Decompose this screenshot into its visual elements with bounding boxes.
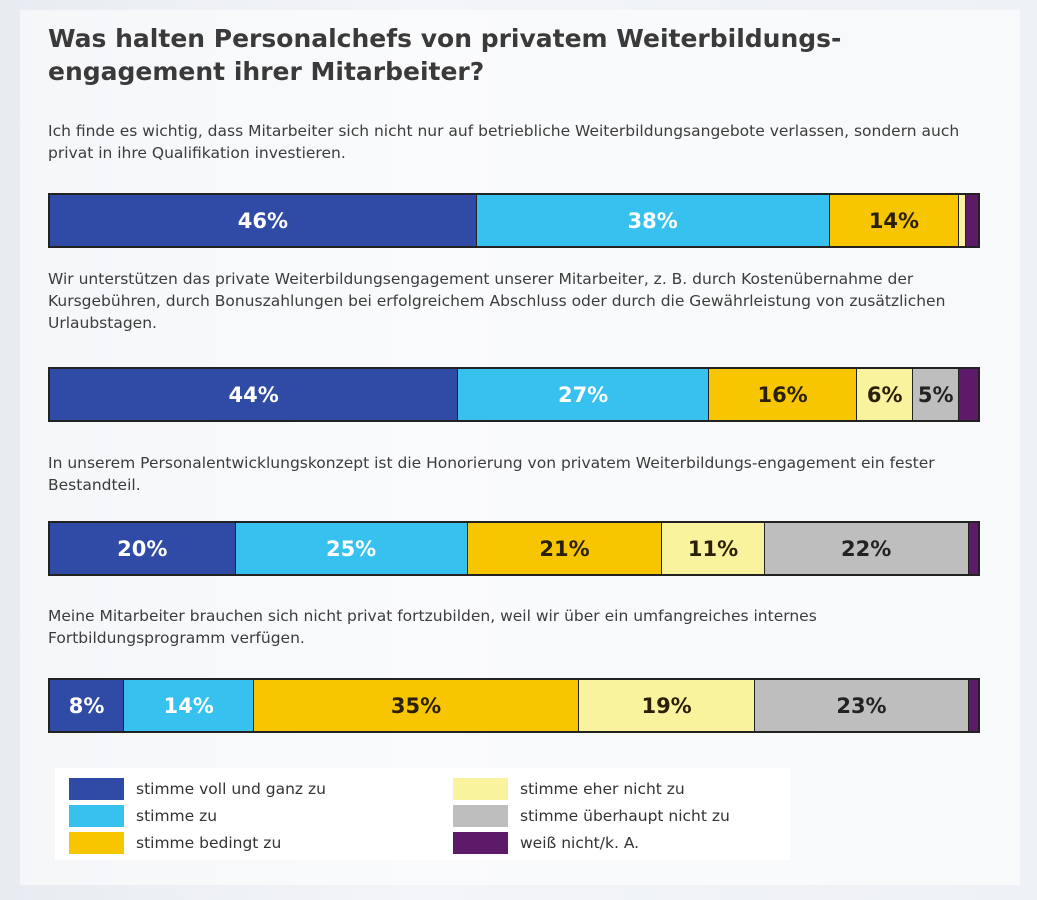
legend-swatch: [69, 832, 124, 854]
legend-swatch: [453, 805, 508, 827]
legend-item: stimme bedingt zu: [69, 832, 281, 854]
bar-segment: 11%: [662, 523, 765, 574]
chart-panel: [20, 10, 1020, 885]
bar-segment: 6%: [857, 369, 913, 420]
data-label: 22%: [840, 536, 892, 561]
bar-segment: [959, 369, 978, 420]
data-label: 25%: [325, 536, 377, 561]
bar-segment: 16%: [708, 369, 858, 420]
bar-segment: 8%: [50, 680, 125, 731]
legend-swatch: [69, 778, 124, 800]
chart-title: Was halten Personalchefs von privatem We…: [48, 24, 842, 86]
stacked-bar: 20% 25% 21% 11% 22%: [48, 521, 980, 576]
data-label: 35%: [390, 693, 442, 718]
data-label: 8%: [68, 693, 105, 718]
data-label: 20%: [117, 536, 168, 561]
data-label: 14%: [163, 693, 214, 718]
legend-label: weiß nicht/k. A.: [520, 834, 640, 852]
legend-swatch: [453, 778, 508, 800]
data-label: 23%: [836, 693, 887, 718]
data-label: 44%: [228, 382, 279, 407]
bar-segment: [965, 195, 978, 246]
stacked-bar: 8% 14% 35% 19% 23%: [48, 678, 980, 733]
data-label: 16%: [757, 382, 808, 407]
data-label: 21%: [539, 536, 590, 561]
legend-label: stimme überhaupt nicht zu: [520, 807, 730, 825]
question-label: In unserem Personalentwicklungskonzept i…: [48, 454, 935, 494]
bar-segment: 23%: [755, 680, 969, 731]
bar-segment: 14%: [124, 680, 255, 731]
data-label: 6%: [866, 382, 903, 407]
bar-segment: [968, 680, 978, 731]
stacked-bar: 44% 27% 16% 6% 5%: [48, 367, 980, 422]
legend-item: stimme eher nicht zu: [453, 778, 685, 800]
legend-item: stimme überhaupt nicht zu: [453, 805, 730, 827]
legend-label: stimme zu: [136, 807, 218, 825]
data-label: 27%: [557, 382, 609, 407]
bar-segment: [959, 195, 966, 246]
legend-swatch: [69, 805, 124, 827]
legend-label: stimme eher nicht zu: [520, 780, 685, 798]
legend-item: stimme zu: [69, 805, 217, 827]
question-label: Meine Mitarbeiter brauchen sich nicht pr…: [48, 607, 817, 647]
data-label: 38%: [627, 208, 678, 233]
bar-segment: 27%: [458, 369, 709, 420]
stacked-bar: 46% 38% 14%: [48, 193, 980, 248]
data-label: 14%: [868, 208, 920, 233]
bar-segment: 25%: [235, 523, 468, 574]
data-label: 5%: [917, 382, 954, 407]
bar-segment: 22%: [764, 523, 969, 574]
bar-segment: 35%: [254, 680, 579, 731]
bar-segment: 44%: [50, 369, 459, 420]
legend-swatch: [453, 832, 508, 854]
question-label: Ich finde es wichtig, dass Mitarbeiter s…: [48, 122, 960, 162]
data-label: 19%: [641, 693, 692, 718]
question-label: Wir unterstützen das private Weiterbildu…: [48, 270, 946, 332]
legend-item: stimme voll und ganz zu: [69, 778, 326, 800]
bar-segment: 14%: [829, 195, 960, 246]
legend-label: stimme voll und ganz zu: [136, 780, 326, 798]
bar-segment: 21%: [467, 523, 663, 574]
bar-segment: 46%: [50, 195, 477, 246]
bar-segment: 38%: [476, 195, 830, 246]
legend-item: weiß nicht/k. A.: [453, 832, 639, 854]
data-label: 46%: [237, 208, 289, 233]
data-label: 11%: [687, 536, 739, 561]
bar-segment: 5%: [913, 369, 960, 420]
bar-segment: 19%: [578, 680, 756, 731]
legend-label: stimme bedingt zu: [136, 834, 282, 852]
bar-segment: [968, 523, 978, 574]
legend: stimme voll und ganz zu stimme zu stimme b…: [55, 768, 790, 860]
bar-segment: 20%: [50, 523, 236, 574]
